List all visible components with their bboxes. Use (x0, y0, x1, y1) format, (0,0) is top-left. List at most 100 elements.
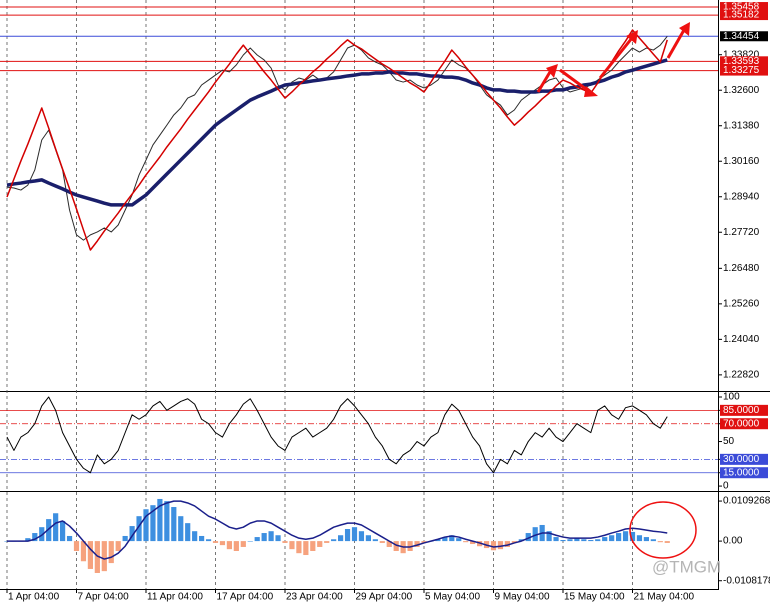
y-tick-label: 1.30160 (723, 156, 760, 167)
bar (324, 541, 330, 543)
x-tick-label: 17 Apr 04:00 (217, 592, 274, 603)
bar (226, 541, 232, 550)
series-line (6, 58, 668, 207)
watermark: @TMGM (652, 557, 721, 576)
bar (254, 537, 260, 542)
y-tick-label: 1.31380 (723, 120, 760, 131)
bar (192, 531, 198, 542)
bar (351, 527, 358, 542)
bar (122, 535, 128, 542)
bar (87, 541, 93, 569)
x-tick-label: 29 Apr 04:00 (356, 592, 413, 603)
x-tick-label: 1 Apr 04:00 (8, 592, 60, 603)
bar (435, 539, 441, 542)
arrow-head (626, 30, 638, 44)
x-tick-label: 5 May 04:00 (425, 592, 480, 603)
bar (101, 541, 107, 572)
bar (393, 541, 399, 551)
bar (73, 541, 80, 551)
bar (338, 535, 344, 542)
bar (261, 533, 267, 542)
bar (588, 540, 594, 542)
y-tick-label: 0 (723, 481, 729, 492)
bar (581, 539, 587, 542)
bar (511, 541, 517, 543)
bar (143, 509, 149, 542)
bar (310, 541, 316, 551)
bar (379, 541, 385, 543)
bar (657, 541, 663, 543)
bar (414, 541, 420, 547)
y-tick-label: 1.25260 (723, 298, 760, 309)
bar (178, 516, 184, 542)
series-line (6, 29, 668, 251)
bar (463, 541, 469, 543)
bar (365, 535, 371, 542)
bar (240, 541, 246, 547)
level-tag (720, 467, 768, 479)
bar (199, 535, 205, 542)
bar (602, 537, 608, 542)
bar (296, 541, 302, 554)
x-tick-label: 11 Apr 04:00 (147, 592, 203, 603)
x-tick-label: 21 May 04:00 (634, 592, 695, 603)
y-tick-label: 1.32600 (723, 85, 760, 96)
bar (39, 527, 45, 542)
level-tag (720, 418, 768, 430)
series-line (7, 500, 668, 560)
y-tick-label: 1.28940 (723, 191, 760, 202)
bar (525, 533, 531, 542)
y-tick-label: 1.27720 (723, 227, 760, 238)
y-tick-label: -0.0108178 (723, 575, 770, 586)
bar (567, 539, 573, 542)
bar (205, 539, 212, 542)
bar (32, 533, 38, 542)
bar (643, 537, 649, 542)
bar (629, 531, 636, 542)
bar (233, 541, 239, 551)
bar (66, 535, 73, 542)
bar (268, 531, 274, 542)
level-tag (720, 31, 768, 42)
bar (442, 537, 448, 542)
series-line (6, 396, 668, 474)
bar (358, 531, 365, 542)
bar (129, 526, 135, 542)
bar (595, 539, 601, 542)
arrow (666, 29, 686, 59)
y-tick-label: 15.0000 (723, 467, 760, 478)
bar (157, 498, 163, 542)
arrow-head (679, 22, 690, 36)
bar (609, 535, 615, 542)
level-label: 1.34454 (723, 31, 760, 42)
bar (219, 541, 226, 546)
y-tick-label: 1.22820 (723, 370, 760, 381)
bar (136, 516, 142, 542)
annotations (536, 22, 697, 559)
bar (247, 541, 253, 542)
bar (470, 541, 476, 545)
bar (115, 541, 121, 551)
bar (421, 541, 427, 543)
bar (46, 519, 52, 542)
arrow (598, 37, 634, 79)
y-tick-label: 30.0000 (723, 454, 760, 465)
y-tick-label: 100 (723, 392, 740, 403)
bar (560, 540, 566, 542)
bar (275, 535, 281, 542)
level-tag (720, 10, 768, 21)
bar (331, 539, 337, 542)
x-tick-label: 15 May 04:00 (564, 592, 625, 603)
bar (532, 527, 538, 542)
bar (108, 541, 114, 564)
bar (150, 505, 156, 542)
bar (622, 531, 629, 542)
level-tag (720, 453, 768, 465)
x-tick-label: 7 Apr 04:00 (78, 592, 130, 603)
bar (449, 535, 455, 542)
y-tick-label: 0.0109268 (723, 496, 770, 507)
bar (212, 541, 219, 543)
bar (574, 538, 580, 542)
